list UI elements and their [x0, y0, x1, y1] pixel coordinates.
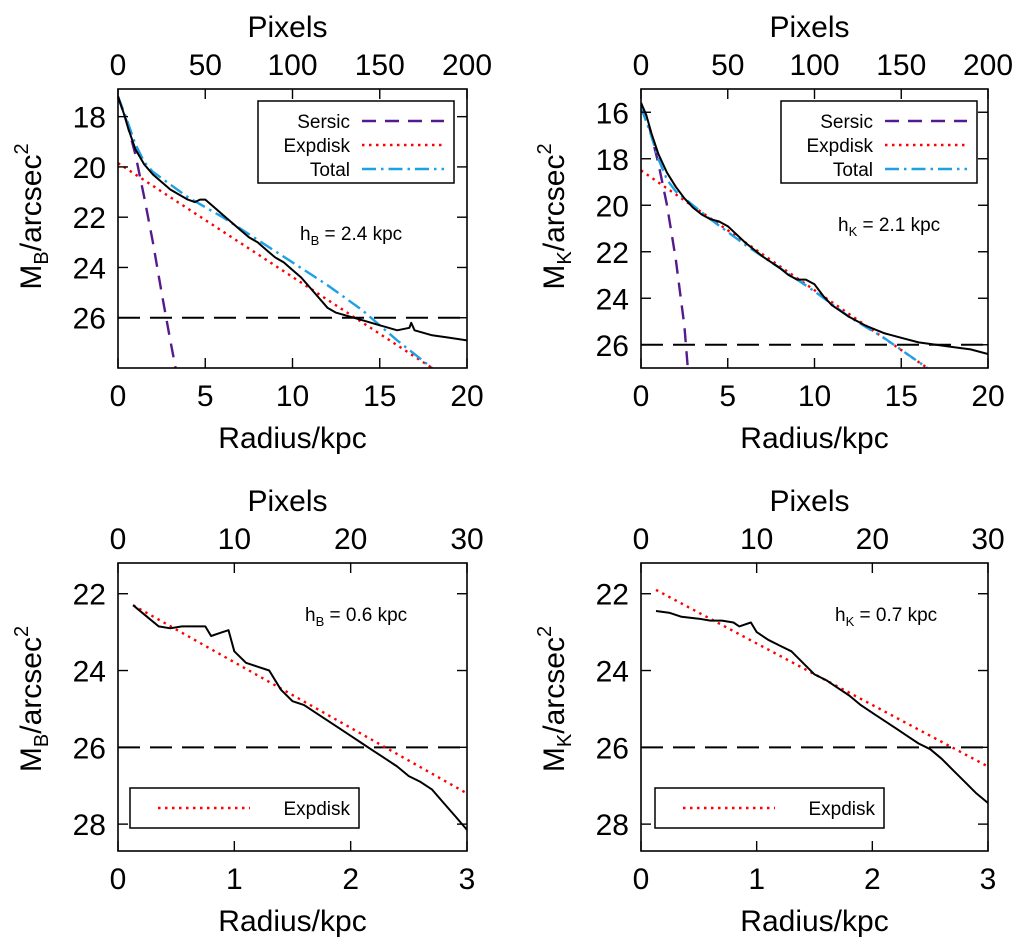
y-tick-label: 28	[596, 809, 629, 842]
x-tick-label: 1	[226, 863, 243, 896]
x-tick-label: 0	[633, 863, 650, 896]
y-tick-label: 28	[73, 809, 106, 842]
legend-label-sersic: Sersic	[297, 112, 350, 133]
legend-label-expdisk: Expdisk	[283, 136, 350, 157]
x-tick-label: 0	[633, 380, 650, 413]
y-tick-label: 26	[73, 303, 106, 336]
series-data-line	[641, 102, 988, 355]
y-tick-label: 26	[596, 732, 629, 765]
x-axis-title: Radius/kpc	[740, 905, 888, 938]
top-tick-label: 100	[789, 49, 839, 82]
x-axis-title: Radius/kpc	[218, 905, 366, 938]
x-tick-label: 10	[276, 380, 309, 413]
y-tick-label: 20	[596, 190, 629, 223]
x-tick-label: 10	[798, 380, 831, 413]
y-tick-label: 22	[73, 202, 106, 235]
x-tick-label: 15	[363, 380, 396, 413]
legend: Expdisk	[654, 787, 885, 829]
series-data-line	[132, 604, 467, 831]
x-tick-label: 1	[748, 863, 765, 896]
top-tick-label: 0	[633, 49, 650, 82]
top-tick-label: 20	[334, 523, 367, 556]
series-total-line	[118, 96, 433, 368]
panel-top-left: 0 5 10 15 200 50 100 150 200Pixels1820222426Radi…	[11, 11, 492, 455]
y-axis-title: MK/arcsec2	[534, 626, 576, 772]
legend-label-expdisk: Expdisk	[806, 136, 873, 157]
legend-label-total: Total	[310, 160, 350, 181]
top-tick-label: 10	[218, 523, 251, 556]
legend-label-sersic: Sersic	[820, 112, 873, 133]
y-tick-label: 22	[73, 579, 106, 612]
top-tick-label: 30	[971, 523, 1004, 556]
plot-frame	[117, 562, 468, 852]
y-tick-label: 24	[73, 252, 106, 285]
y-tick-label: 24	[73, 656, 106, 689]
top-tick-label: 150	[355, 49, 405, 82]
x-tick-label: 20	[971, 380, 1004, 413]
y-tick-label: 26	[73, 732, 106, 765]
series-data-line	[655, 610, 988, 804]
top-tick-label: 10	[740, 523, 773, 556]
top-tick-label: 20	[856, 523, 889, 556]
series-sersic-line	[641, 102, 689, 368]
y-tick-label: 22	[596, 237, 629, 270]
top-tick-label: 100	[267, 49, 317, 82]
y-tick-label: 24	[596, 656, 629, 689]
y-tick-label: 18	[73, 102, 106, 135]
legend: Expdisk	[129, 787, 360, 829]
x-tick-label: 5	[197, 380, 214, 413]
top-tick-label: 200	[442, 49, 492, 82]
y-axis-title: MB/arcsec2	[11, 626, 53, 772]
top-axis-title: Pixels	[769, 11, 849, 44]
top-tick-label: 50	[711, 49, 744, 82]
x-tick-label: 3	[980, 863, 997, 896]
legend: Sersic Expdisk Total	[780, 100, 978, 184]
panel-top-right: 0 5 10 15 200 50 100 150 200Pixels161820222426Ra…	[534, 11, 1013, 455]
series-sersic-line	[118, 96, 177, 368]
x-tick-label: 3	[459, 863, 476, 896]
top-axis-title: Pixels	[769, 485, 849, 518]
top-tick-label: 200	[963, 49, 1013, 82]
scale-length-annotation: hK = 2.1 kpc	[838, 215, 940, 239]
x-tick-label: 15	[885, 380, 918, 413]
top-tick-label: 150	[876, 49, 926, 82]
y-axis-title: MB/arcsec2	[11, 143, 53, 289]
top-axis-title: Pixels	[247, 11, 327, 44]
legend-label-total: Total	[833, 160, 873, 181]
x-tick-label: 0	[110, 863, 127, 896]
plot-frame	[640, 562, 989, 852]
panel-bottom-left: 0 1 2 30 10 20 30Pixels22242628Radius/kpcMB/ar…	[11, 485, 484, 938]
y-tick-label: 16	[596, 97, 629, 130]
series-expdisk-line	[118, 162, 433, 368]
series-data-line	[118, 96, 467, 342]
scale-length-annotation: hK = 0.7 kpc	[835, 605, 937, 629]
series-expdisk-line	[132, 604, 467, 795]
x-tick-label: 20	[450, 380, 483, 413]
panel-bottom-right: 0 1 2 30 10 20 30Pixels22242628Radius/kpcMK/ar…	[534, 485, 1005, 938]
x-axis-title: Radius/kpc	[740, 422, 888, 455]
top-axis-title: Pixels	[247, 485, 327, 518]
legend-label-expdisk: Expdisk	[808, 799, 875, 820]
top-tick-label: 0	[110, 49, 127, 82]
x-axis-title: Radius/kpc	[218, 422, 366, 455]
top-tick-label: 30	[450, 523, 483, 556]
y-tick-label: 26	[596, 330, 629, 363]
legend-label-expdisk: Expdisk	[283, 799, 350, 820]
legend: Sersic Expdisk Total	[257, 100, 455, 184]
y-tick-label: 20	[73, 152, 106, 185]
top-tick-label: 0	[633, 523, 650, 556]
top-tick-label: 0	[110, 523, 127, 556]
y-tick-label: 24	[596, 283, 629, 316]
top-tick-label: 50	[189, 49, 222, 82]
y-tick-label: 22	[596, 579, 629, 612]
x-tick-label: 0	[110, 380, 127, 413]
y-tick-label: 18	[596, 144, 629, 177]
scale-length-annotation: hB = 2.4 kpc	[300, 224, 402, 248]
x-tick-label: 2	[864, 863, 881, 896]
x-tick-label: 5	[719, 380, 736, 413]
x-tick-label: 2	[342, 863, 359, 896]
scale-length-annotation: hB = 0.6 kpc	[305, 605, 407, 629]
y-axis-title: MK/arcsec2	[534, 143, 576, 289]
